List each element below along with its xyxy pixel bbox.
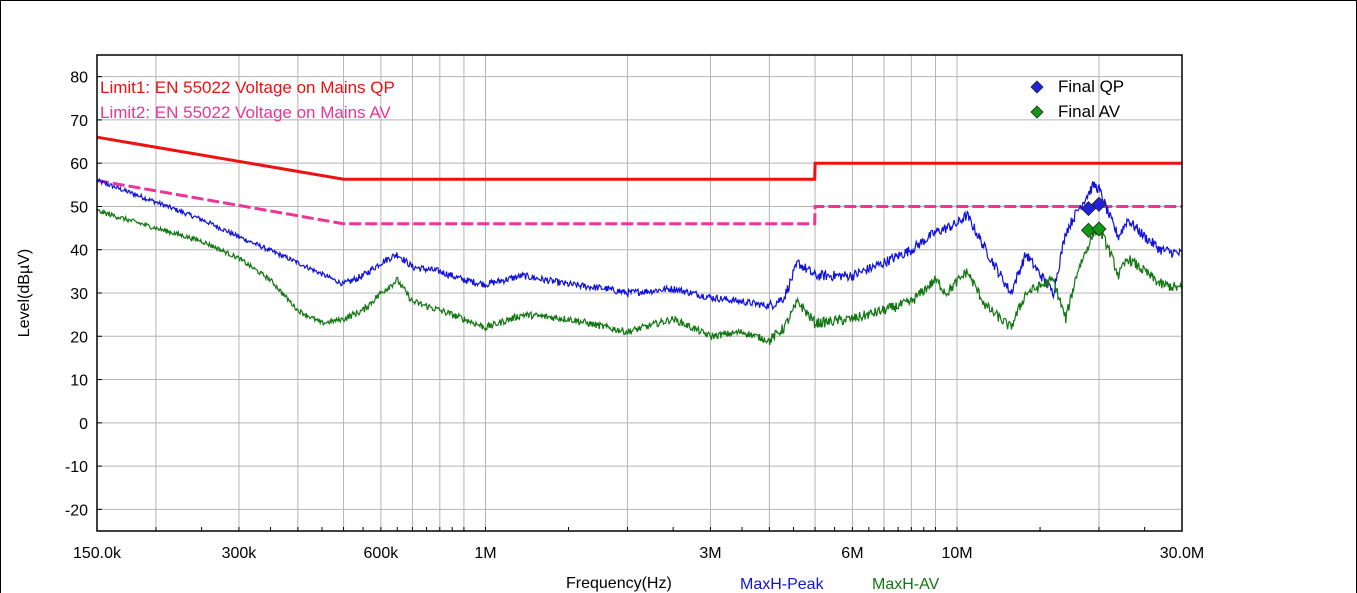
y-tick-label: 50 [70, 199, 88, 216]
limit-line-2 [96, 179, 1182, 226]
final-legend: Final QP Final AV [1030, 77, 1124, 121]
x-tick-label: 6M [841, 545, 863, 562]
legend-marker-final-av [1030, 105, 1044, 119]
y-tick-label: 80 [70, 70, 88, 87]
final-marker-final-qp [1080, 201, 1097, 217]
y-tick-label: 30 [70, 286, 88, 303]
y-tick-label: 70 [70, 113, 88, 130]
series-line-maxh-peak [96, 177, 1183, 311]
series-lines [96, 177, 1183, 346]
y-tick-label: -10 [65, 459, 88, 476]
limit-label-1: Limit1: EN 55022 Voltage on Mains QP [100, 78, 395, 97]
y-tick-label: 20 [70, 329, 88, 346]
x-tick-label: 600k [364, 545, 400, 562]
y-tick-label: 40 [70, 243, 88, 260]
x-tick-label: 10M [941, 545, 972, 562]
legend-series-maxh-peak: MaxH-Peak [740, 576, 825, 593]
tick-labels: 80 70 60 50 40 30 20 10 0 -10 -20 150.0k 300k 600k 1M 3… [65, 70, 1204, 562]
x-tick-label: 30.0M [1160, 545, 1204, 562]
final-marker-final-av [1091, 221, 1107, 237]
final-marker-final-qp [1091, 196, 1107, 212]
x-axis-title: Frequency(Hz) [566, 575, 672, 592]
y-tick-label: -20 [65, 502, 88, 519]
limit-labels: Limit1: EN 55022 Voltage on Mains QP Limi… [100, 78, 395, 122]
plot-area-border [96, 54, 1183, 532]
legend-marker-final-qp [1030, 80, 1044, 94]
legend-series-maxh-av: MaxH-AV [872, 576, 940, 593]
legend-label-final-av: Final AV [1058, 102, 1121, 121]
y-axis-title: Level(dBµV) [16, 249, 33, 337]
y-tick-label: 60 [70, 156, 88, 173]
x-tick-label: 1M [474, 545, 496, 562]
limit-line-1 [96, 135, 1182, 181]
legend-label-final-qp: Final QP [1058, 77, 1124, 96]
limit-label-2: Limit2: EN 55022 Voltage on Mains AV [100, 103, 391, 122]
final-markers [1080, 196, 1107, 238]
series-line-maxh-av [96, 208, 1183, 346]
limit-lines [96, 135, 1182, 226]
x-tick-label: 300k [222, 545, 258, 562]
y-tick-label: 0 [79, 416, 88, 433]
x-tick-label: 3M [699, 545, 721, 562]
y-tick-label: 10 [70, 373, 88, 390]
grid [96, 55, 1183, 531]
x-tick-label: 150.0k [73, 545, 122, 562]
